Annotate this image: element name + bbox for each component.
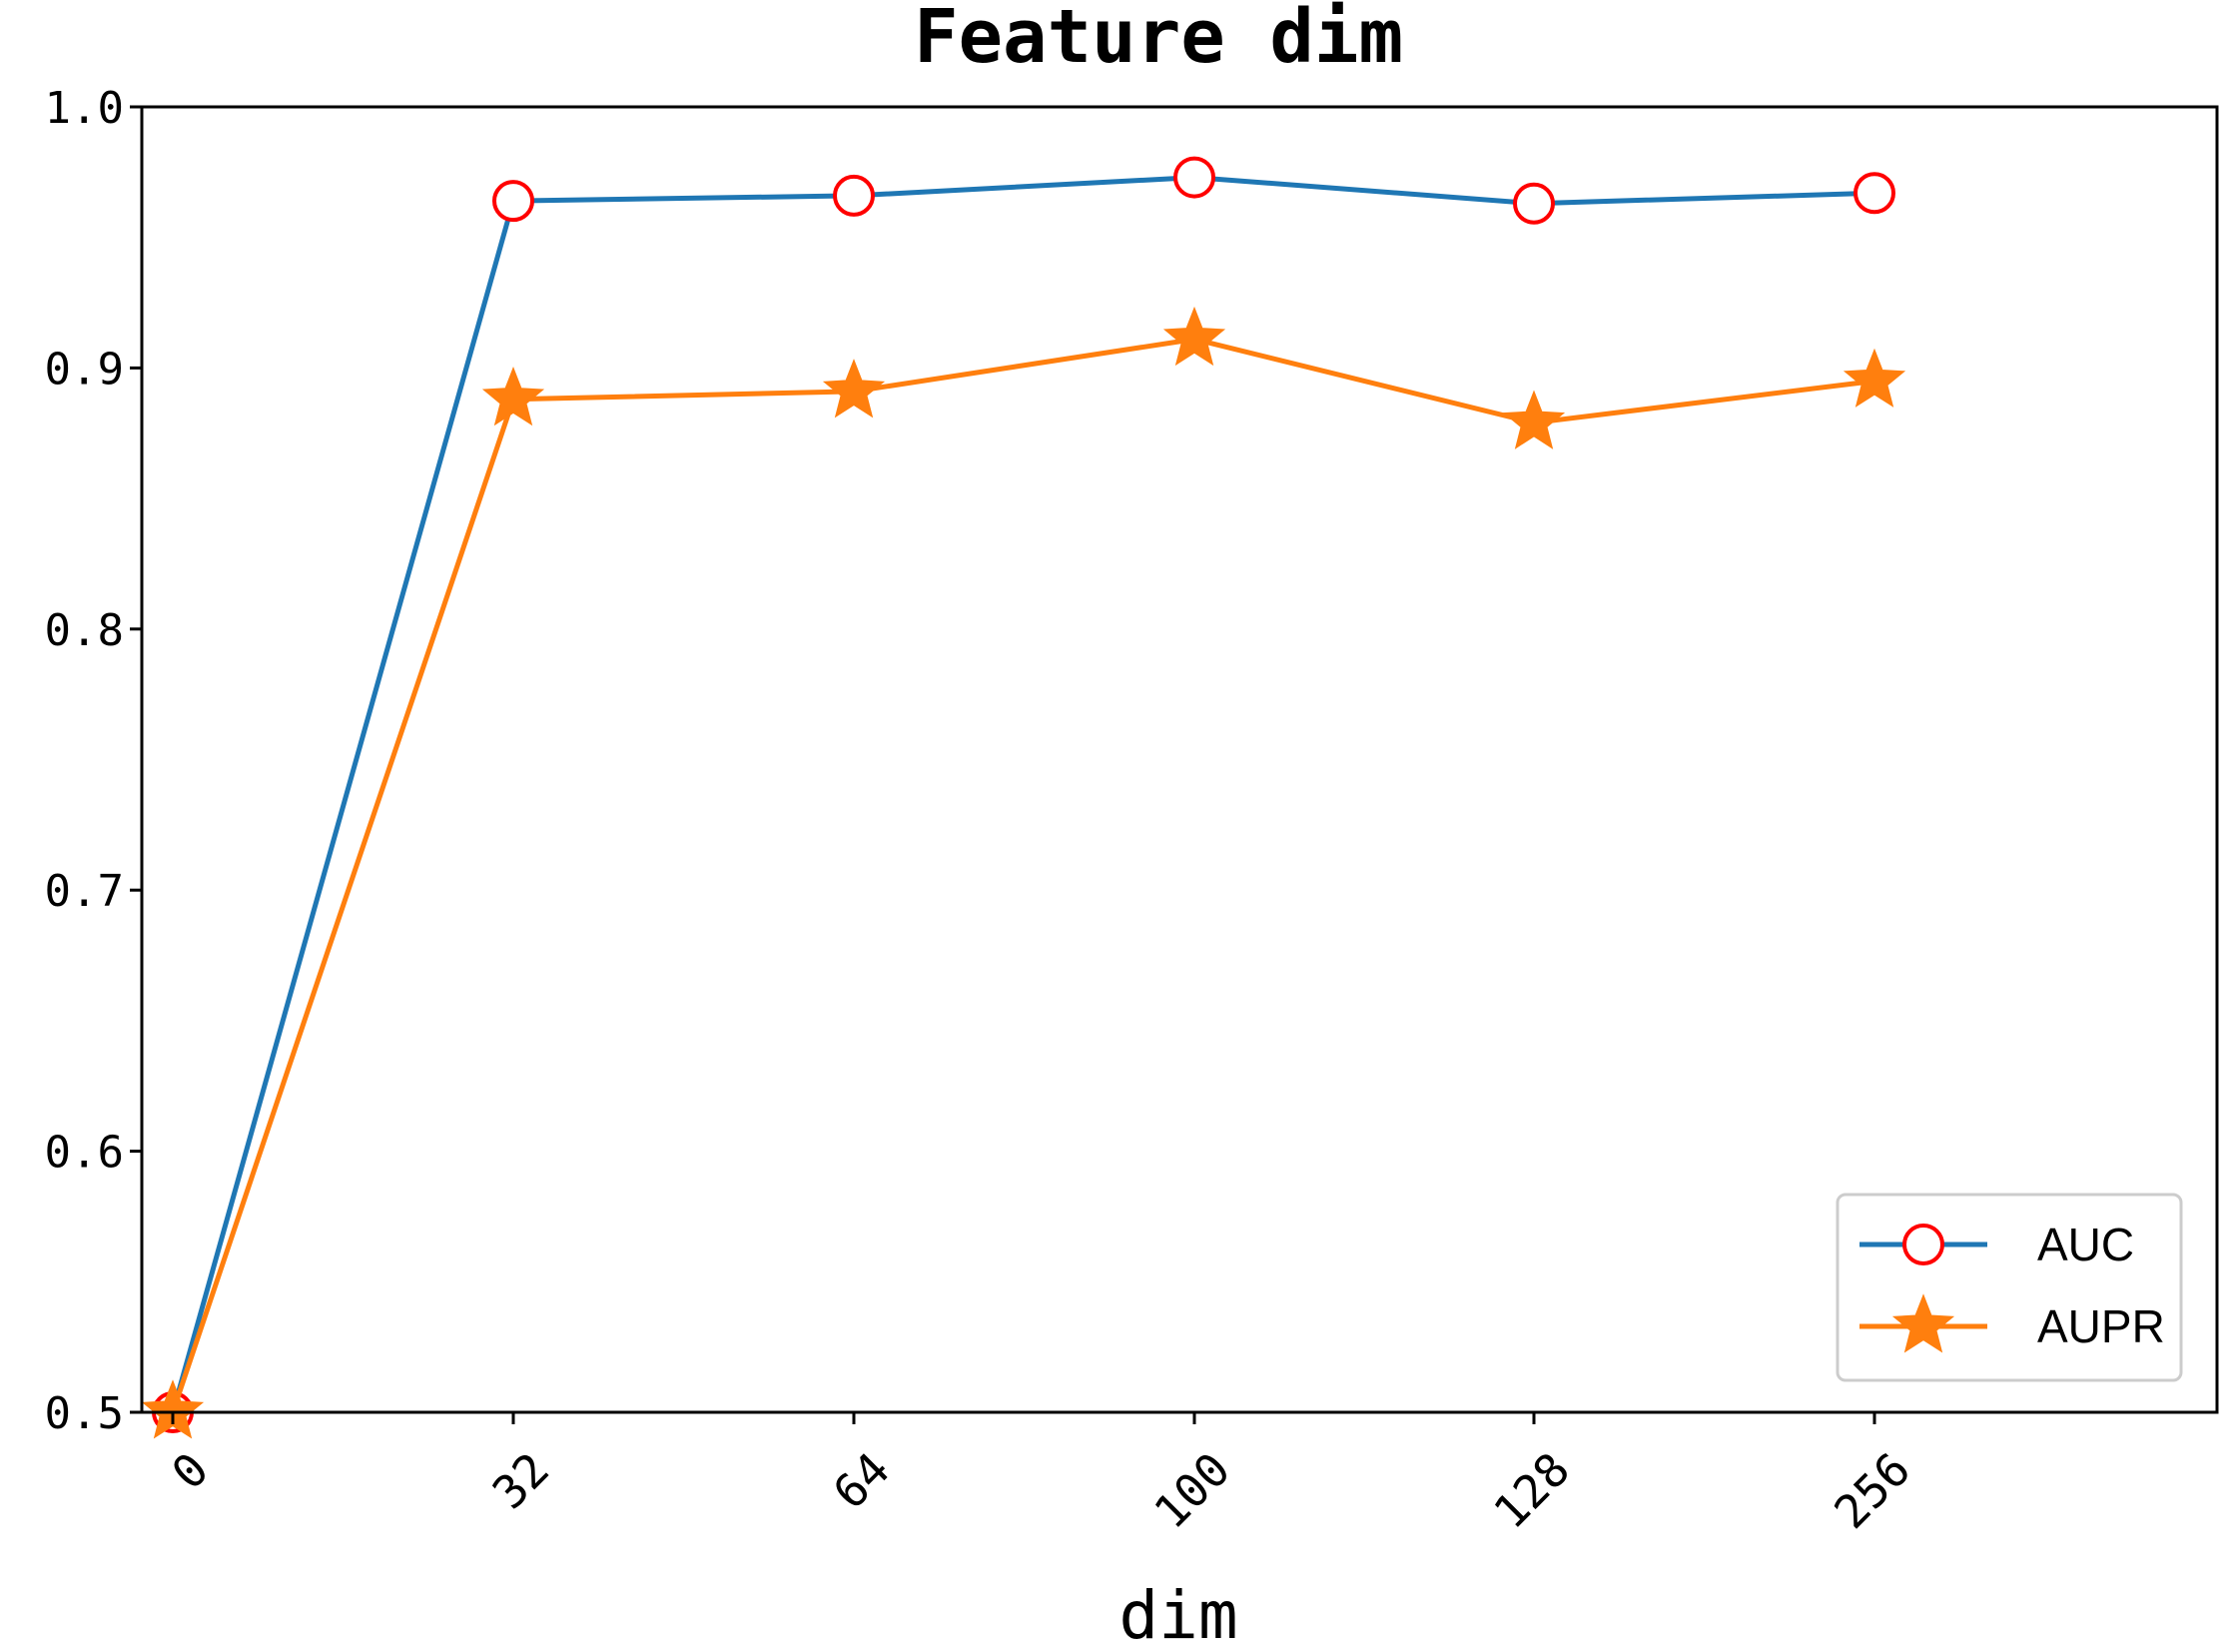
series-aupr [141,306,1906,1439]
data-point-auc [1513,182,1555,225]
data-point-auc [1854,172,1895,215]
data-point-aupr [481,367,545,426]
legend-label: AUPR [2037,1300,2165,1352]
legend-label: AUC [2037,1219,2134,1270]
x-axis: 0 32 64 100 128 256 [161,1412,1920,1539]
data-point-aupr [1502,390,1566,449]
x-tick-label: 0 [161,1442,219,1500]
data-point-auc [1173,156,1215,199]
x-tick-label: 64 [823,1442,900,1519]
legend-item-auc: AUC [1859,1219,2134,1270]
series-layer [141,156,1906,1439]
data-point-aupr [141,1379,205,1439]
x-tick-label: 32 [482,1442,559,1519]
legend-item-aupr: AUPR [1859,1293,2165,1353]
legend: AUC AUPR [1836,1193,2183,1382]
data-point-aupr [1843,348,1906,408]
legend-marker [1891,1293,1955,1353]
y-tick-label: 0.8 [45,605,124,656]
legend-marker [1902,1224,1944,1265]
x-tick-label: 128 [1483,1442,1580,1539]
y-tick-label: 0.9 [45,344,124,395]
series-line-auc [170,175,1875,1413]
plot-frame [140,105,2219,1414]
x-tick-label: 100 [1143,1442,1240,1539]
x-axis-label: dim [1118,1577,1237,1652]
series-line-aupr [170,337,1875,1413]
data-point-aupr [1162,306,1226,367]
data-point-aupr [822,359,886,418]
y-axis: 0.5 0.6 0.7 0.8 0.9 1.0 [45,83,142,1439]
y-tick-label: 0.6 [45,1128,124,1179]
chart-title: Feature dim [914,0,1403,80]
y-tick-label: 0.7 [45,866,124,917]
x-tick-label: 256 [1824,1442,1920,1539]
data-point-auc [492,180,534,223]
y-tick-label: 0.5 [45,1388,124,1439]
y-tick-label: 1.0 [45,83,124,134]
data-point-auc [833,174,875,217]
series-auc [152,156,1895,1433]
